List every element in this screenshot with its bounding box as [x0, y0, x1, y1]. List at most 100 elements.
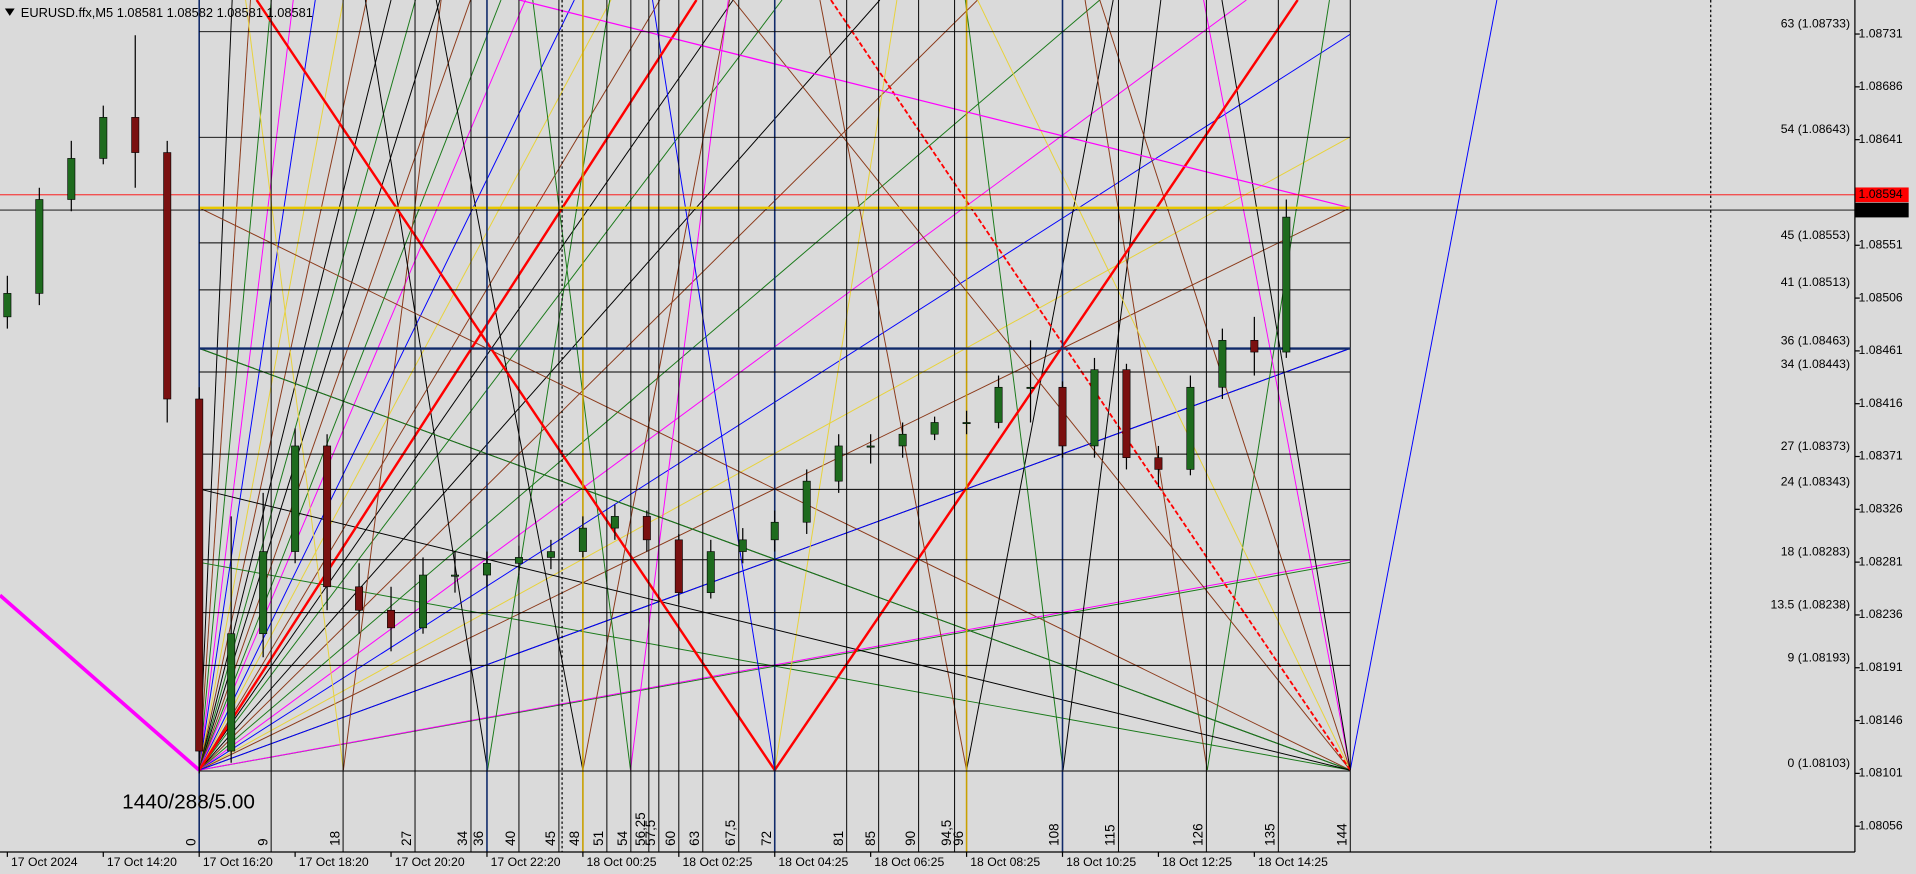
y-tick-label: 1.08101	[1859, 766, 1903, 780]
gann-line	[198, 0, 233, 771]
gann-line	[198, 0, 575, 771]
y-tick-label: 1.08641	[1859, 132, 1903, 146]
gann-count-label: 90	[903, 831, 918, 846]
candle-body	[1250, 340, 1259, 353]
candle-body	[35, 199, 44, 294]
gann-level-label: 0 (1.08103)	[1788, 756, 1850, 770]
candle-body	[291, 445, 300, 552]
x-tick-label: 18 Oct 06:25	[874, 855, 944, 869]
gann-line	[198, 0, 881, 771]
gann-line	[198, 0, 316, 771]
gann-line	[198, 0, 978, 771]
candle-body	[994, 386, 1003, 423]
gann-line	[198, 0, 734, 771]
x-tick-label: 18 Oct 14:25	[1258, 855, 1328, 869]
candle-body	[163, 152, 172, 400]
chart-header: EURUSD.ffx,M5 1.08581 1.08582 1.08581 1.…	[21, 5, 313, 20]
candle-body	[451, 574, 459, 577]
candle-body	[99, 117, 108, 159]
x-tick-label: 17 Oct 20:20	[395, 855, 465, 869]
candle-body	[1090, 369, 1099, 447]
gann-count-label: 96	[951, 831, 966, 846]
candle-body	[67, 158, 76, 200]
gann-level-label: 63 (1.08733)	[1781, 17, 1850, 31]
gann-count-label: 36	[471, 831, 486, 846]
gann-line	[964, 0, 1064, 771]
candle-body	[738, 539, 747, 552]
y-tick-label: 1.08506	[1859, 290, 1903, 304]
gann-line	[977, 0, 1351, 771]
gann-line	[198, 0, 251, 771]
gann-count-label: 72	[759, 831, 774, 846]
gann-line	[630, 0, 729, 771]
gann-line	[652, 0, 776, 771]
gann-line	[1221, 0, 1351, 771]
gann-line	[487, 0, 611, 771]
gann-line	[1084, 0, 1208, 771]
gann-count-label: 9	[255, 838, 270, 845]
candle-body	[802, 480, 811, 523]
x-tick-label: 18 Oct 08:25	[970, 855, 1040, 869]
x-tick-label: 18 Oct 12:25	[1162, 855, 1232, 869]
x-tick-label: 17 Oct 16:20	[203, 855, 273, 869]
gann-level-label: 54 (1.08643)	[1781, 122, 1850, 136]
price-tag	[1854, 187, 1909, 203]
gann-count-label: 63	[687, 831, 702, 846]
candle-body	[578, 527, 587, 552]
gann-level-label: 41 (1.08513)	[1781, 275, 1850, 289]
candle-body	[514, 557, 523, 564]
gann-magenta-line	[519, 0, 1351, 209]
menu-triangle[interactable]	[4, 8, 15, 16]
candle-body	[866, 445, 875, 448]
candle-body	[482, 562, 491, 576]
gann-count-label: 18	[327, 831, 342, 846]
candle-body	[706, 551, 715, 593]
x-tick-label: 17 Oct 2024	[11, 855, 78, 869]
annotation: 1440/288/5.00	[122, 791, 255, 814]
candle-body	[642, 516, 651, 541]
y-tick-label: 1.08461	[1859, 343, 1903, 357]
gann-line	[966, 0, 1114, 771]
y-tick-label: 1.08281	[1859, 554, 1903, 568]
gann-count-label: 54	[615, 830, 630, 845]
candle-body	[3, 293, 12, 318]
y-tick-label: 1.08236	[1859, 607, 1903, 621]
gann-line	[198, 0, 612, 771]
y-tick-label: 1.08731	[1859, 26, 1903, 40]
gann-line	[198, 0, 294, 771]
candle-body	[419, 574, 427, 629]
candle-body	[227, 633, 236, 752]
gann-level-label: 13.5 (1.08238)	[1771, 597, 1850, 611]
gann-count-label: 135	[1263, 823, 1278, 845]
candle-body	[1282, 216, 1291, 353]
candle-body	[1186, 386, 1195, 470]
x-tick-label: 18 Oct 04:25	[778, 855, 848, 869]
gann-count-label: 34	[455, 830, 470, 845]
gann-line	[198, 0, 1101, 771]
x-tick-label: 18 Oct 00:25	[587, 855, 657, 869]
candle-body	[1154, 457, 1163, 470]
gann-count-label: 40	[503, 831, 518, 846]
x-tick-label: 17 Oct 14:20	[107, 855, 177, 869]
gann-line	[774, 0, 898, 771]
gann-line	[198, 0, 441, 771]
candle-body	[195, 398, 204, 752]
candle-body	[674, 539, 683, 593]
y-tick-label: 1.08686	[1859, 79, 1903, 93]
candle-body	[610, 516, 619, 529]
gann-line	[1349, 0, 1498, 771]
gann-line	[819, 0, 968, 771]
gann-count-label: 56,25	[633, 812, 648, 846]
gann-count-label: 81	[831, 831, 846, 846]
gann-red-line	[773, 0, 1299, 771]
gann-count-label: 144	[1334, 823, 1349, 846]
candle-body	[131, 117, 140, 153]
y-tick-label: 1.08551	[1859, 238, 1903, 252]
y-tick-label: 1.08191	[1859, 660, 1903, 674]
gann-count-label: 57,5	[643, 820, 658, 846]
gann-line	[1203, 0, 1351, 771]
candle-body	[1058, 386, 1067, 447]
gann-magenta-line	[0, 593, 201, 772]
